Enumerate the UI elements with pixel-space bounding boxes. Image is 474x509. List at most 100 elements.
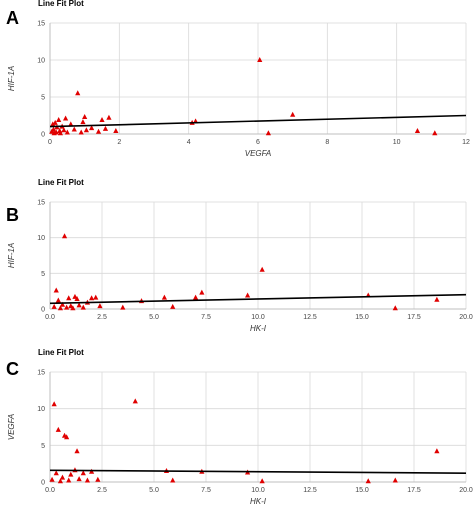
data-point <box>55 426 61 432</box>
data-point <box>106 114 112 120</box>
data-point <box>265 130 271 136</box>
data-point <box>61 127 67 133</box>
data-point <box>80 119 86 125</box>
data-point <box>434 296 440 302</box>
plot-title: Line Fit Plot <box>38 178 84 187</box>
y-tick-label: 10 <box>37 58 45 65</box>
x-tick-label: 0.0 <box>45 487 55 494</box>
data-point <box>89 125 95 131</box>
x-tick-label: 10.0 <box>251 314 265 321</box>
plot-title: Line Fit Plot <box>38 348 84 357</box>
chart-panel-b: B Line Fit Plot 0 5 10 15 0.0 2.5 5.0 7.5 10.0 12.5… <box>6 178 473 333</box>
data-point <box>59 301 66 307</box>
x-tick-label: 17.5 <box>407 487 421 494</box>
data-point <box>161 294 167 300</box>
data-point <box>57 130 63 136</box>
x-axis-label: HK-I <box>250 497 267 506</box>
data-point <box>132 398 138 404</box>
data-point <box>66 477 72 483</box>
fit-line <box>49 293 467 305</box>
data-point <box>434 448 440 454</box>
x-tick-label: 20.0 <box>459 487 473 494</box>
data-point <box>170 303 176 309</box>
data-point <box>170 477 176 483</box>
data-point <box>74 296 80 302</box>
data-point <box>74 448 80 454</box>
plot-title: Line Fit Plot <box>38 0 84 8</box>
data-point <box>89 295 95 301</box>
data-point <box>78 129 84 135</box>
data-point <box>68 121 74 127</box>
data-point <box>392 305 398 311</box>
y-tick-label: 15 <box>37 370 45 377</box>
data-point <box>76 302 82 308</box>
x-tick-label: 20.0 <box>459 314 473 321</box>
x-tick-label: 12.5 <box>303 314 317 321</box>
data-point <box>61 233 68 239</box>
data-point <box>290 111 296 117</box>
y-tick-label: 0 <box>41 307 45 314</box>
data-point <box>102 125 109 131</box>
data-point <box>50 121 56 127</box>
data-point <box>59 474 66 480</box>
data-point <box>80 470 86 476</box>
data-point <box>68 471 74 477</box>
x-tick-label: 8 <box>325 139 329 146</box>
y-tick-label: 5 <box>41 95 45 102</box>
x-tick-label: 0 <box>48 139 52 146</box>
x-tick-label: 15.0 <box>355 487 369 494</box>
panel-letter: B <box>6 205 19 225</box>
data-point <box>259 266 265 272</box>
data-point <box>55 297 61 303</box>
x-tick-label: 10.0 <box>251 487 265 494</box>
data-point <box>71 126 77 132</box>
data-point <box>57 305 63 311</box>
data-point <box>50 126 57 132</box>
data-point <box>75 90 81 96</box>
x-tick-label: 0.0 <box>45 314 55 321</box>
data-point <box>95 128 102 134</box>
y-tick-label: 10 <box>37 235 45 242</box>
y-tick-label: 10 <box>37 406 45 413</box>
data-point <box>64 129 70 135</box>
x-tick-label: 7.5 <box>201 487 211 494</box>
data-point <box>199 289 205 295</box>
chart-panel-a: A Line Fit Plot 0 5 10 15 0 2 4 6 8 10 12 VEGFA HIF-1A <box>6 0 470 158</box>
data-point <box>83 127 89 133</box>
data-point <box>63 115 69 121</box>
panel-letter: A <box>6 8 19 28</box>
panel-letter: C <box>6 359 19 379</box>
y-tick-label: 15 <box>37 21 45 28</box>
data-point <box>66 295 72 301</box>
x-tick-label: 10 <box>393 139 401 146</box>
data-point <box>49 476 55 482</box>
y-axis-label: VEGFA <box>7 414 16 441</box>
x-tick-label: 12.5 <box>303 487 317 494</box>
x-tick-label: 6 <box>256 139 260 146</box>
data-point <box>64 304 70 310</box>
x-tick-label: 2.5 <box>97 487 107 494</box>
x-tick-label: 5.0 <box>149 314 159 321</box>
fit-line <box>49 469 467 474</box>
x-tick-label: 2 <box>117 139 121 146</box>
data-point <box>245 292 251 298</box>
chart-panel-c: C Line Fit Plot 0 5 10 15 0.0 2.5 5.0 7.5 10.0 12.5… <box>6 348 473 506</box>
data-point <box>64 434 70 440</box>
y-axis-label: HIF-1A <box>7 243 16 268</box>
y-tick-label: 0 <box>41 480 45 487</box>
data-point <box>392 477 398 483</box>
x-tick-label: 5.0 <box>149 487 159 494</box>
x-tick-label: 17.5 <box>407 314 421 321</box>
y-axis-label: HIF-1A <box>7 66 16 91</box>
data-point <box>52 119 58 125</box>
fit-line <box>49 114 467 128</box>
data-point <box>82 113 88 119</box>
x-tick-label: 12 <box>462 139 470 146</box>
y-tick-label: 5 <box>41 271 45 278</box>
x-axis-label: VEGFA <box>245 149 272 158</box>
data-point <box>51 401 57 407</box>
x-tick-label: 7.5 <box>201 314 211 321</box>
y-tick-label: 5 <box>41 443 45 450</box>
data-point <box>432 130 438 136</box>
